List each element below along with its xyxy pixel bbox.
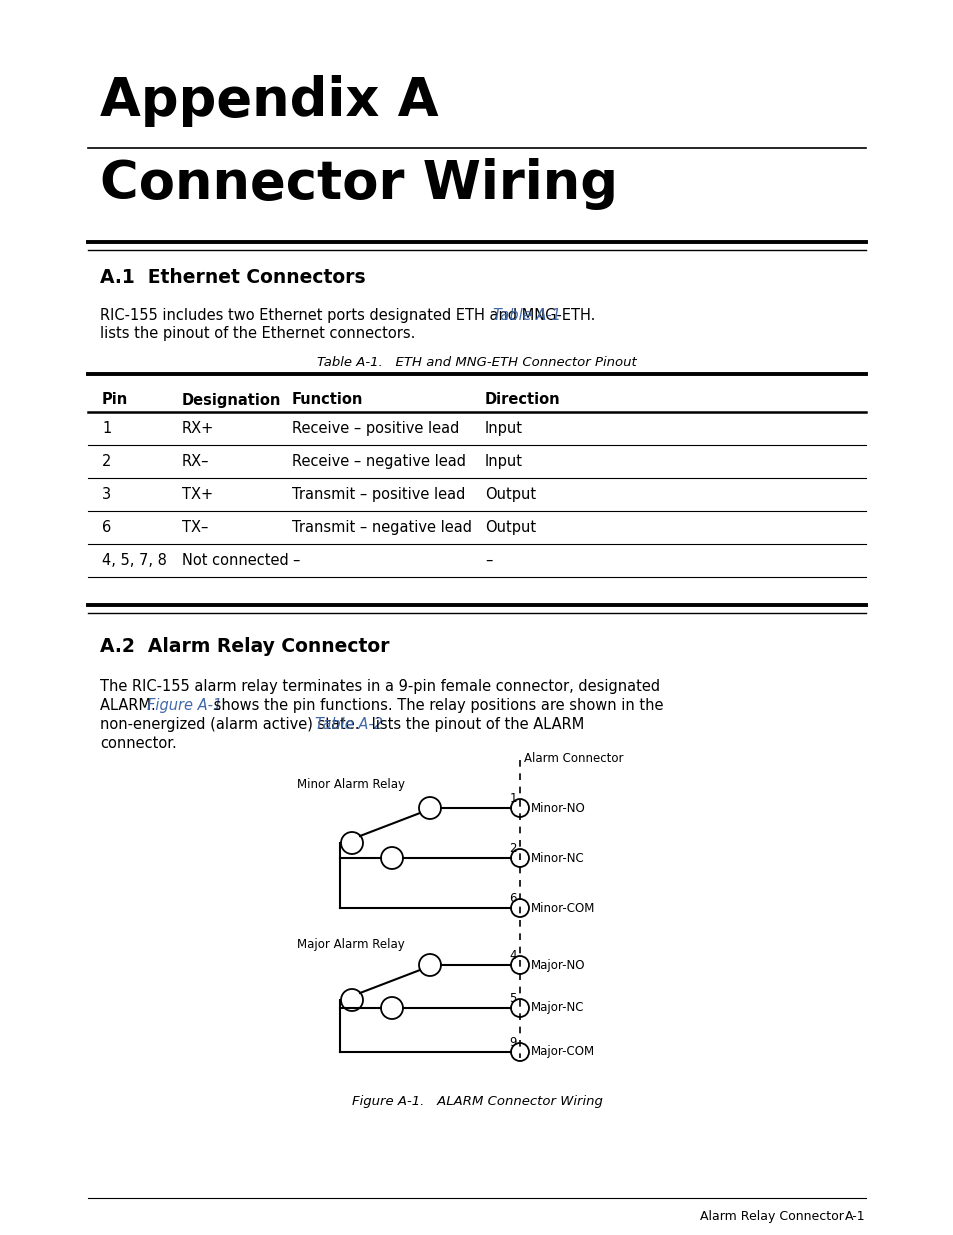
Text: TX+: TX+ xyxy=(182,487,213,501)
Text: 2: 2 xyxy=(102,454,112,469)
Text: Table A-1: Table A-1 xyxy=(493,308,560,324)
Text: Function: Function xyxy=(292,393,363,408)
Text: Major-COM: Major-COM xyxy=(531,1046,595,1058)
Text: Connector Wiring: Connector Wiring xyxy=(100,158,618,210)
Text: –: – xyxy=(484,553,492,568)
Text: RX–: RX– xyxy=(182,454,210,469)
Text: Input: Input xyxy=(484,454,522,469)
Text: 1: 1 xyxy=(102,421,112,436)
Text: 6: 6 xyxy=(509,892,517,905)
Text: Receive – negative lead: Receive – negative lead xyxy=(292,454,465,469)
Text: Transmit – negative lead: Transmit – negative lead xyxy=(292,520,472,535)
Text: Table A-2: Table A-2 xyxy=(314,718,382,732)
Text: TX–: TX– xyxy=(182,520,208,535)
Text: Output: Output xyxy=(484,487,536,501)
Text: A.1  Ethernet Connectors: A.1 Ethernet Connectors xyxy=(100,268,365,287)
Text: 9: 9 xyxy=(509,1036,517,1049)
Text: Appendix A: Appendix A xyxy=(100,75,438,127)
Text: Major Alarm Relay: Major Alarm Relay xyxy=(296,939,404,951)
Text: ALARM.: ALARM. xyxy=(100,698,160,713)
Text: lists the pinout of the Ethernet connectors.: lists the pinout of the Ethernet connect… xyxy=(100,326,415,341)
Text: Not connected: Not connected xyxy=(182,553,289,568)
Text: Figure A-1.   ALARM Connector Wiring: Figure A-1. ALARM Connector Wiring xyxy=(352,1095,601,1108)
Text: Minor-NO: Minor-NO xyxy=(531,802,585,815)
Text: 3: 3 xyxy=(102,487,111,501)
Text: Minor-COM: Minor-COM xyxy=(531,902,595,914)
Text: A-1: A-1 xyxy=(844,1210,865,1223)
Text: Direction: Direction xyxy=(484,393,560,408)
Text: Input: Input xyxy=(484,421,522,436)
Text: The RIC-155 alarm relay terminates in a 9-pin female connector, designated: The RIC-155 alarm relay terminates in a … xyxy=(100,679,659,694)
Text: shows the pin functions. The relay positions are shown in the: shows the pin functions. The relay posit… xyxy=(209,698,662,713)
Text: lists the pinout of the ALARM: lists the pinout of the ALARM xyxy=(367,718,583,732)
Text: Receive – positive lead: Receive – positive lead xyxy=(292,421,459,436)
Text: Pin: Pin xyxy=(102,393,128,408)
Text: Major-NO: Major-NO xyxy=(531,958,585,972)
Text: Figure A-1: Figure A-1 xyxy=(147,698,222,713)
Text: Minor-NC: Minor-NC xyxy=(531,851,584,864)
Text: Designation: Designation xyxy=(182,393,281,408)
Text: Alarm Connector: Alarm Connector xyxy=(523,752,623,764)
Text: Table A-1.   ETH and MNG-ETH Connector Pinout: Table A-1. ETH and MNG-ETH Connector Pin… xyxy=(316,356,637,369)
Text: Output: Output xyxy=(484,520,536,535)
Text: connector.: connector. xyxy=(100,736,176,751)
Text: 6: 6 xyxy=(102,520,112,535)
Text: Transmit – positive lead: Transmit – positive lead xyxy=(292,487,465,501)
Text: 1: 1 xyxy=(509,792,517,805)
Text: Major-NC: Major-NC xyxy=(531,1002,584,1014)
Text: Alarm Relay Connector: Alarm Relay Connector xyxy=(700,1210,843,1223)
Text: 4: 4 xyxy=(509,948,517,962)
Text: 5: 5 xyxy=(509,992,517,1005)
Text: Minor Alarm Relay: Minor Alarm Relay xyxy=(296,778,405,790)
Text: 4, 5, 7, 8: 4, 5, 7, 8 xyxy=(102,553,167,568)
Text: 2: 2 xyxy=(509,842,517,855)
Text: non-energized (alarm active) state.: non-energized (alarm active) state. xyxy=(100,718,364,732)
Text: A.2  Alarm Relay Connector: A.2 Alarm Relay Connector xyxy=(100,637,389,656)
Text: RIC-155 includes two Ethernet ports designated ETH and MNG-ETH.: RIC-155 includes two Ethernet ports desi… xyxy=(100,308,599,324)
Text: RX+: RX+ xyxy=(182,421,214,436)
Text: –: – xyxy=(292,553,299,568)
